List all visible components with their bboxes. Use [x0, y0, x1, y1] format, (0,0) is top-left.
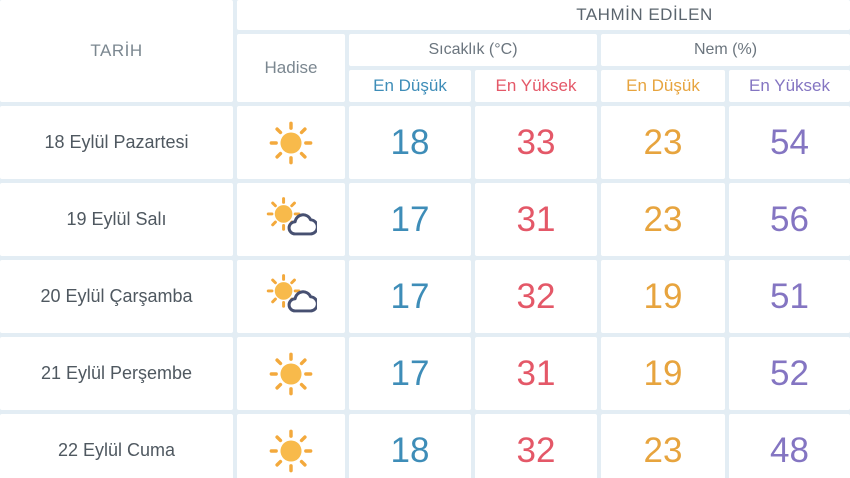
- partly-cloudy-icon: [266, 197, 317, 236]
- column-header-humidity-high: En Yüksek: [729, 70, 850, 102]
- column-header-humidity: Nem (%): [601, 34, 850, 66]
- temp-low-value: 17: [349, 337, 471, 410]
- humidity-low-value: 19: [601, 337, 725, 410]
- temp-high-value: 32: [475, 260, 597, 333]
- temp-high-value: 33: [475, 106, 597, 179]
- condition-cell: [237, 414, 345, 478]
- date-cell: 19 Eylül Salı: [0, 183, 233, 256]
- humidity-high-value: 52: [729, 337, 850, 410]
- humidity-low-value: 23: [601, 183, 725, 256]
- column-header-date: TARİH: [0, 0, 233, 102]
- column-header-condition: Hadise: [237, 34, 345, 102]
- column-header-humidity-low: En Düşük: [601, 70, 725, 102]
- humidity-low-value: 23: [601, 106, 725, 179]
- humidity-high-value: 48: [729, 414, 850, 478]
- temp-high-value: 32: [475, 414, 597, 478]
- humidity-high-value: 56: [729, 183, 850, 256]
- column-header-forecast: TAHMİN EDİLEN: [237, 0, 850, 30]
- date-cell: 21 Eylül Perşembe: [0, 337, 233, 410]
- sunny-icon: [269, 121, 313, 164]
- column-header-temp-low: En Düşük: [349, 70, 471, 102]
- date-cell: 20 Eylül Çarşamba: [0, 260, 233, 333]
- humidity-high-value: 51: [729, 260, 850, 333]
- sunny-icon: [269, 429, 313, 472]
- temp-low-value: 17: [349, 260, 471, 333]
- column-header-temperature: Sıcaklık (°C): [349, 34, 597, 66]
- temp-low-value: 18: [349, 106, 471, 179]
- date-cell: 22 Eylül Cuma: [0, 414, 233, 478]
- humidity-high-value: 54: [729, 106, 850, 179]
- column-header-temp-high: En Yüksek: [475, 70, 597, 102]
- sunny-icon: [269, 352, 313, 395]
- condition-cell: [237, 260, 345, 333]
- temp-high-value: 31: [475, 337, 597, 410]
- partly-cloudy-icon: [266, 274, 317, 313]
- temp-low-value: 17: [349, 183, 471, 256]
- humidity-low-value: 19: [601, 260, 725, 333]
- date-cell: 18 Eylül Pazartesi: [0, 106, 233, 179]
- condition-cell: [237, 183, 345, 256]
- condition-cell: [237, 337, 345, 410]
- humidity-low-value: 23: [601, 414, 725, 478]
- condition-cell: [237, 106, 345, 179]
- temp-low-value: 18: [349, 414, 471, 478]
- temp-high-value: 31: [475, 183, 597, 256]
